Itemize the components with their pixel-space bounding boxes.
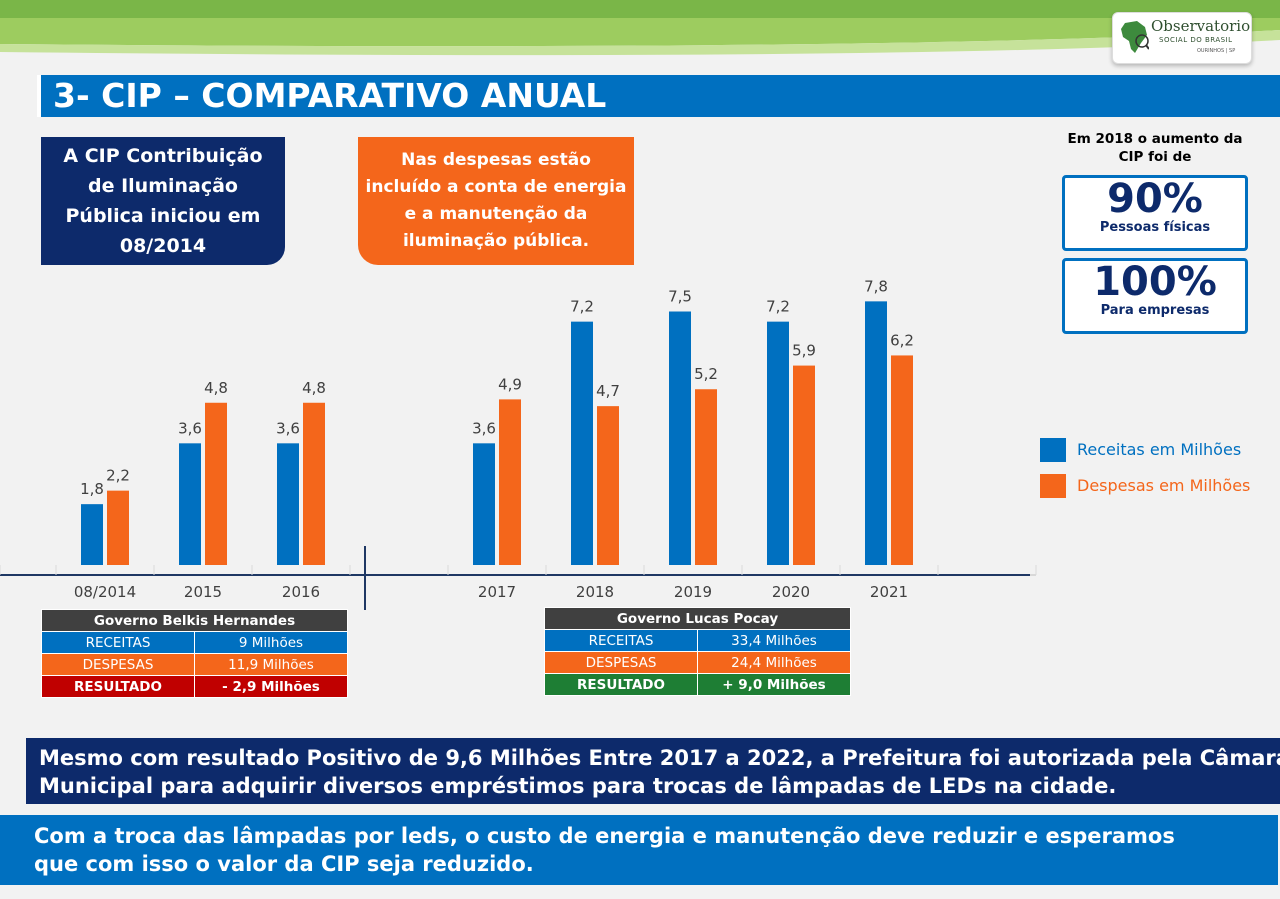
data-label-receitas: 7,5	[668, 288, 692, 306]
gov-lucas-despesas-value: 24,4 Milhões	[697, 651, 851, 674]
cip-start-line: Pública iniciou em	[65, 205, 261, 227]
bar-receitas	[179, 443, 201, 565]
data-label-receitas: 7,8	[864, 280, 888, 295]
note-positive-result-line: Municipal para adquirir diversos emprést…	[39, 774, 1117, 798]
bar-despesas	[205, 402, 227, 565]
data-label-despesas: 4,7	[596, 382, 620, 400]
bar-despesas	[891, 355, 913, 565]
bar-receitas	[865, 301, 887, 565]
bar-receitas	[473, 443, 495, 565]
logo-line-2: SOCIAL DO BRASIL	[1159, 36, 1233, 44]
bar-receitas	[571, 321, 593, 565]
data-label-despesas: 5,9	[792, 342, 816, 360]
gov-lucas-resultado-label: RESULTADO	[544, 673, 698, 696]
cip-start-line: A CIP Contribuição	[63, 145, 263, 167]
page-title: 3- CIP – COMPARATIVO ANUAL	[53, 76, 607, 115]
logo-line-1: Observatorio	[1151, 17, 1251, 35]
category-label: 2015	[184, 583, 222, 601]
increase-individuals-value: 90%	[1107, 176, 1203, 222]
note-led-expectation: Com a troca das lâmpadas por leds, o cus…	[0, 815, 1278, 885]
gov-belkis-receitas-value: 9 Milhões	[194, 631, 348, 654]
bar-despesas	[499, 399, 521, 565]
gov-lucas-receitas-value: 33,4 Milhões	[697, 629, 851, 652]
gov-belkis-table: Governo Belkis Hernandes RECEITAS 9 Milhõ…	[41, 609, 348, 698]
category-label: 2021	[870, 583, 908, 601]
data-label-despesas: 6,2	[890, 331, 914, 349]
bar-despesas	[303, 402, 325, 565]
increase-companies-label: Para empresas	[1100, 303, 1210, 318]
gov-lucas-table: Governo Lucas Pocay RECEITAS 33,4 Milhões…	[544, 607, 851, 696]
data-label-receitas: 7,2	[766, 298, 790, 316]
logo-line-3: OURINHOS | SP	[1197, 48, 1236, 54]
expenses-info-box: Nas despesas estão incluído a conta de e…	[358, 137, 634, 265]
data-label-receitas: 3,6	[472, 419, 496, 437]
increase-title-line: CIP foi de	[1118, 149, 1192, 165]
gov-belkis-despesas-label: DESPESAS	[41, 653, 195, 676]
category-label: 2017	[478, 583, 516, 601]
data-label-despesas: 4,8	[302, 379, 326, 397]
expenses-info-line: incluído a conta de energia	[365, 177, 627, 197]
legend-receitas-label: Receitas em Milhões	[1077, 440, 1242, 459]
data-label-despesas: 4,8	[204, 379, 228, 397]
bar-receitas	[81, 504, 103, 565]
data-label-receitas: 3,6	[276, 419, 300, 437]
header-wave-band	[0, 0, 1280, 56]
gov-belkis-resultado-label: RESULTADO	[41, 675, 195, 698]
bar-despesas	[597, 406, 619, 565]
cip-start-line: de Iluminação	[87, 175, 238, 197]
gov-lucas-title: Governo Lucas Pocay	[544, 607, 851, 630]
category-label: 2016	[282, 583, 320, 601]
data-label-receitas: 3,6	[178, 419, 202, 437]
note-positive-result: Mesmo com resultado Positivo de 9,6 Milh…	[26, 738, 1280, 804]
legend-despesas-swatch	[1040, 474, 1066, 498]
legend-despesas-label: Despesas em Milhões	[1077, 476, 1251, 495]
legend-receitas-swatch	[1040, 438, 1066, 462]
gov-belkis-despesas-value: 11,9 Milhões	[194, 653, 348, 676]
category-ticks	[0, 565, 1037, 575]
category-label: 2020	[772, 583, 810, 601]
bar-despesas	[107, 490, 129, 565]
gov-belkis-resultado-value: - 2,9 Milhões	[194, 675, 348, 698]
increase-title-line: Em 2018 o aumento da	[1067, 131, 1243, 147]
title-bar: 3- CIP – COMPARATIVO ANUAL	[37, 75, 1280, 117]
category-label: 08/2014	[74, 583, 136, 601]
category-label: 2019	[674, 583, 712, 601]
expenses-info-line: e a manutenção da	[404, 204, 588, 224]
gov-belkis-title: Governo Belkis Hernandes	[41, 609, 348, 632]
bar-despesas	[793, 365, 815, 565]
expenses-info-line: iluminação pública.	[402, 231, 590, 251]
cip-start-line: 08/2014	[119, 235, 207, 257]
increase-title: Em 2018 o aumento da CIP foi de	[1052, 130, 1258, 166]
chart-bars: 1,82,2 08/2014 3,6 4,8 2015 3,6 4,8 2016 3,6 4,9 2…	[74, 280, 914, 601]
data-label-despesas: 5,2	[694, 365, 718, 383]
expenses-info-line: Nas despesas estão	[401, 150, 591, 170]
increase-individuals-box: 90% Pessoas físicas	[1062, 175, 1248, 251]
data-label-receitas: 1,8	[80, 480, 104, 498]
note-led-expectation-line: que com isso o valor da CIP seja reduzid…	[34, 852, 534, 876]
brazil-map-icon	[1121, 21, 1149, 53]
increase-companies-value: 100%	[1093, 259, 1217, 305]
bar-receitas	[277, 443, 299, 565]
data-label-receitas: 7,2	[570, 298, 594, 316]
category-label: 2018	[576, 583, 614, 601]
note-positive-result-line: Mesmo com resultado Positivo de 9,6 Milh…	[39, 746, 1280, 770]
increase-companies-box: 100% Para empresas	[1062, 258, 1248, 334]
bar-receitas	[669, 311, 691, 565]
bar-receitas	[767, 321, 789, 565]
data-label-despesas: 4,9	[498, 375, 522, 393]
bar-despesas	[695, 389, 717, 565]
gov-belkis-receitas-label: RECEITAS	[41, 631, 195, 654]
observatorio-logo: Observatorio SOCIAL DO BRASIL OURINHOS |…	[1112, 12, 1252, 64]
cip-bar-chart: 1,82,2 08/2014 3,6 4,8 2015 3,6 4,8 2016 3,6 4,9 2…	[0, 280, 1037, 610]
gov-lucas-despesas-label: DESPESAS	[544, 651, 698, 674]
increase-individuals-label: Pessoas físicas	[1099, 220, 1211, 235]
gov-lucas-receitas-label: RECEITAS	[544, 629, 698, 652]
cip-start-info-box: A CIP Contribuição de Iluminação Pública…	[41, 137, 285, 265]
data-label-despesas: 2,2	[106, 467, 130, 485]
note-led-expectation-line: Com a troca das lâmpadas por leds, o cus…	[34, 824, 1175, 848]
gov-lucas-resultado-value: + 9,0 Milhões	[697, 673, 851, 696]
